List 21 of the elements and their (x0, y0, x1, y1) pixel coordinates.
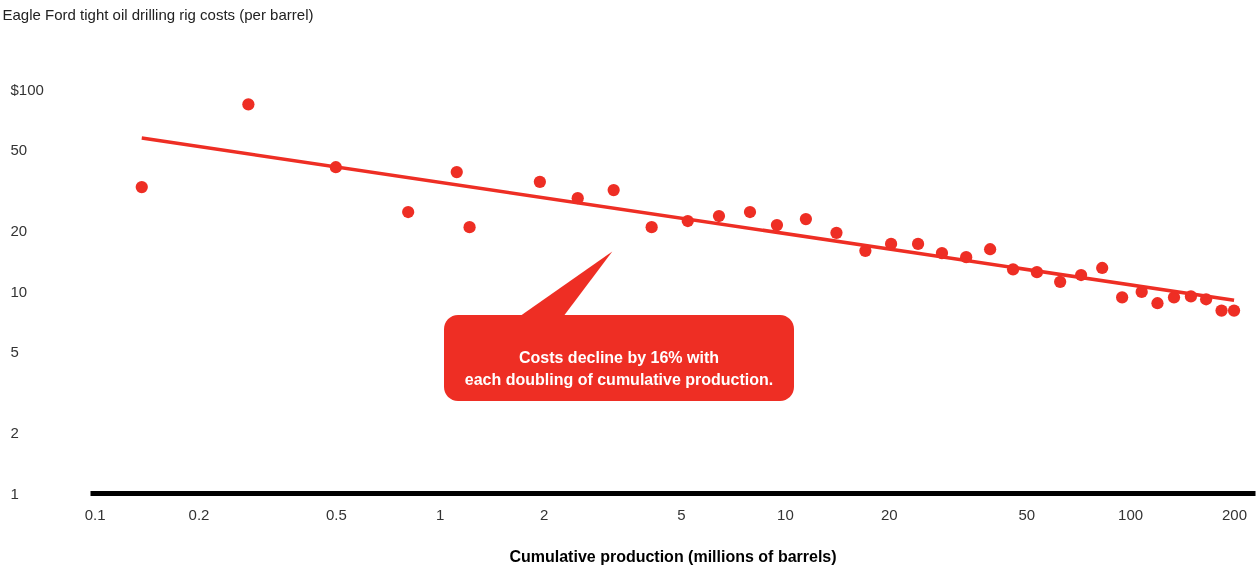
y-tick-label: 1 (10, 484, 19, 502)
x-tick-label: 50 (1018, 505, 1036, 523)
x-axis-title: Cumulative production (millions of barrels) (509, 547, 837, 565)
x-tick-label: 20 (881, 505, 898, 523)
y-axis-title: Eagle Ford tight oil drilling rig costs (per barrel) (2, 5, 314, 23)
y-tick-label: 2 (10, 423, 19, 441)
x-tick-label: 100 (1118, 505, 1144, 523)
x-tick-label: 10 (777, 505, 794, 523)
x-tick-label: 0.1 (84, 505, 106, 523)
x-tick-label: 0.2 (188, 505, 210, 523)
x-tick-label: 0.5 (325, 505, 347, 523)
annotation: Costs decline by 16% with each doubling of cumulative production. (464, 349, 774, 388)
y-tick-label: 20 (10, 221, 28, 239)
x-tick-label: 5 (677, 505, 686, 523)
y-tick-label: 50 (10, 141, 28, 159)
x-tick-label: 1 (436, 505, 445, 523)
x-tick-label: 2 (540, 505, 549, 523)
y-tick-label: 5 (10, 343, 19, 361)
x-tick-label: 200 (1222, 505, 1248, 523)
y-tick-label: 10 (10, 282, 28, 300)
y-tick-label: $100 (10, 80, 44, 98)
